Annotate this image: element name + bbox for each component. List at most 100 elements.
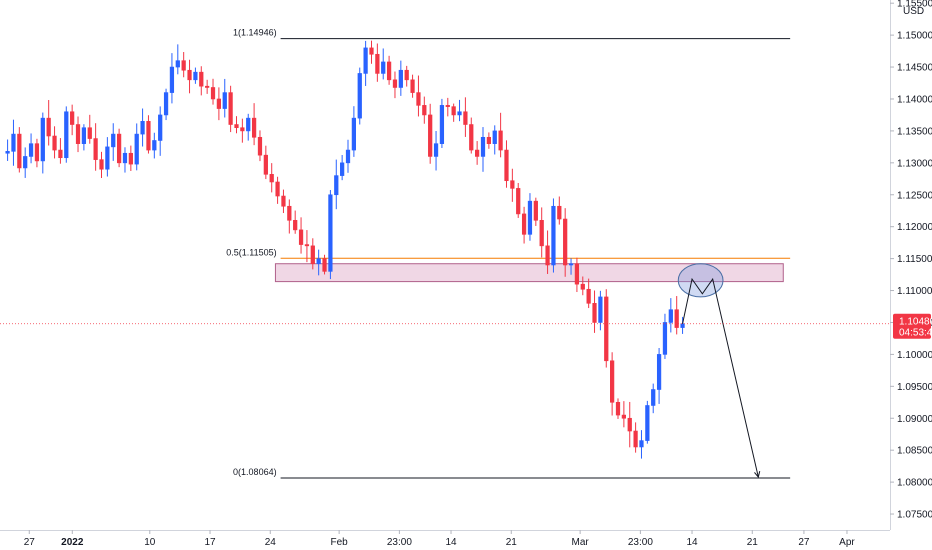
candle[interactable] — [551, 198, 556, 273]
candle[interactable] — [574, 257, 580, 293]
candle[interactable] — [70, 104, 75, 136]
candle[interactable] — [187, 59, 192, 94]
supply-zone[interactable] — [274, 263, 784, 283]
candle[interactable] — [328, 190, 333, 280]
candle[interactable] — [586, 278, 591, 309]
candle[interactable] — [386, 55, 392, 85]
candle[interactable] — [322, 254, 327, 275]
candle[interactable] — [40, 112, 45, 174]
candle[interactable] — [351, 106, 357, 157]
candle[interactable] — [392, 71, 398, 99]
price-axis[interactable]: 1.15500 1.15000 1.14500 1.14000 1.13500 1.130… — [890, 0, 932, 550]
candle[interactable] — [475, 141, 480, 165]
candle[interactable] — [381, 48, 386, 80]
candle[interactable] — [269, 163, 274, 193]
candle[interactable] — [58, 138, 63, 164]
candle[interactable] — [604, 289, 609, 368]
candle[interactable] — [545, 230, 550, 274]
candle[interactable] — [656, 347, 662, 404]
candle[interactable] — [662, 313, 668, 359]
candle[interactable] — [651, 383, 656, 414]
candle[interactable] — [210, 78, 216, 105]
candle[interactable] — [169, 53, 175, 104]
candle[interactable] — [199, 66, 204, 96]
candle[interactable] — [263, 145, 268, 180]
candle[interactable] — [357, 67, 362, 125]
candle[interactable] — [240, 118, 245, 143]
candle[interactable] — [527, 193, 533, 241]
candle[interactable] — [181, 52, 186, 78]
candle[interactable] — [158, 106, 163, 156]
candle[interactable] — [17, 127, 22, 173]
candle[interactable] — [568, 258, 574, 275]
candle[interactable] — [592, 290, 597, 333]
candle[interactable] — [639, 430, 644, 459]
candle[interactable] — [469, 117, 474, 154]
candle[interactable] — [668, 298, 673, 333]
candle[interactable] — [510, 168, 515, 202]
candle[interactable] — [645, 400, 650, 444]
candlestick-series[interactable] — [5, 40, 685, 459]
candle[interactable] — [533, 197, 538, 226]
projection-path[interactable] — [682, 277, 759, 478]
candle[interactable] — [340, 154, 345, 181]
candle[interactable] — [116, 128, 122, 168]
candle[interactable] — [216, 87, 222, 121]
candle[interactable] — [275, 176, 280, 204]
candle[interactable] — [363, 40, 368, 86]
candle[interactable] — [228, 85, 233, 133]
candle[interactable] — [345, 139, 351, 173]
candle[interactable] — [398, 60, 403, 96]
candle[interactable] — [140, 108, 145, 147]
candle[interactable] — [304, 230, 310, 263]
candle[interactable] — [287, 199, 292, 234]
candle[interactable] — [480, 127, 486, 172]
candle[interactable] — [563, 208, 568, 277]
candle[interactable] — [416, 75, 421, 117]
candle[interactable] — [375, 43, 380, 82]
candle[interactable] — [46, 100, 51, 146]
candle[interactable] — [23, 147, 28, 178]
candle[interactable] — [557, 196, 562, 225]
time-axis[interactable]: 27 2022 10 17 24 Feb 23:00 14 21 Mar 23:00 14 21 27 Ap… — [0, 530, 890, 548]
candle[interactable] — [128, 145, 133, 172]
candle[interactable] — [598, 290, 603, 331]
candle[interactable] — [422, 96, 427, 124]
candle[interactable] — [621, 401, 626, 428]
candle[interactable] — [627, 401, 632, 448]
candle[interactable] — [105, 137, 110, 177]
candle[interactable] — [234, 116, 239, 134]
candle[interactable] — [433, 130, 439, 171]
candle[interactable] — [610, 352, 615, 416]
current-price-tag[interactable] — [893, 313, 931, 339]
supply-zone-rect[interactable] — [274, 263, 784, 283]
currency-label[interactable]: USD — [903, 6, 924, 17]
candle[interactable] — [87, 114, 92, 144]
candle[interactable] — [369, 40, 374, 64]
highlight-ellipse[interactable] — [677, 263, 724, 298]
candle[interactable] — [463, 97, 468, 137]
candle[interactable] — [439, 98, 445, 148]
candle[interactable] — [111, 123, 116, 161]
candle[interactable] — [521, 206, 527, 244]
candle[interactable] — [28, 133, 34, 164]
candle[interactable] — [486, 132, 491, 149]
candle[interactable] — [428, 103, 433, 164]
candle[interactable] — [580, 276, 585, 296]
candle[interactable] — [134, 123, 139, 171]
candle[interactable] — [175, 44, 180, 75]
candle[interactable] — [293, 210, 298, 234]
candle[interactable] — [193, 67, 198, 84]
candle[interactable] — [516, 183, 521, 218]
candle[interactable] — [93, 123, 98, 171]
candle[interactable] — [222, 78, 227, 118]
fib-retracement[interactable]: 1(1.14946) 0.5(1.11505) 0(1.08064) — [226, 28, 791, 479]
candle[interactable] — [99, 151, 104, 178]
candle[interactable] — [410, 74, 415, 98]
candle[interactable] — [504, 140, 509, 188]
candle[interactable] — [404, 65, 409, 87]
candle[interactable] — [52, 126, 57, 159]
candle[interactable] — [633, 422, 638, 453]
candle[interactable] — [205, 79, 210, 94]
